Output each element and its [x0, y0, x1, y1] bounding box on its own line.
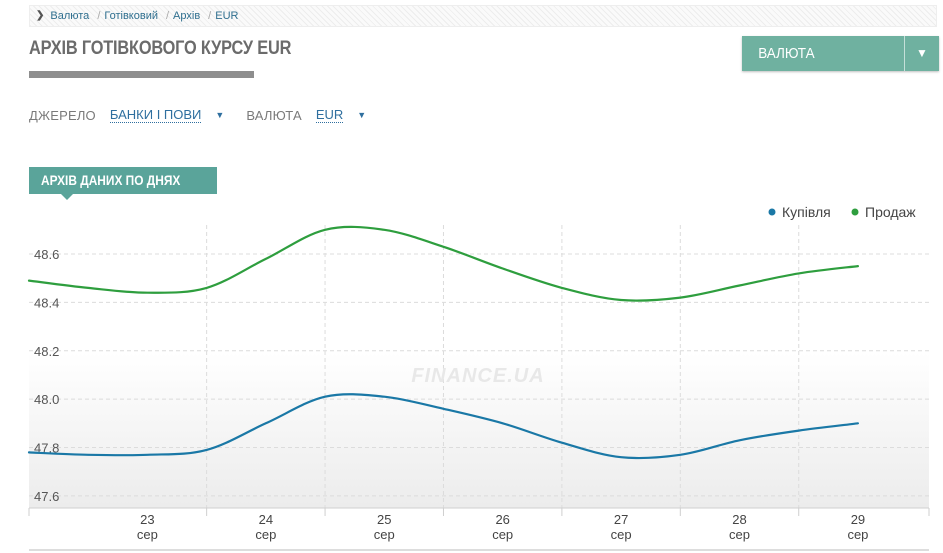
data-point-sell-14: [857, 265, 859, 267]
bottom-divider: [29, 549, 929, 551]
breadcrumb-item-cash[interactable]: Готівковий: [104, 10, 158, 22]
data-point-buy-2: [146, 454, 148, 456]
chevron-right-icon: ❯: [36, 10, 45, 21]
legend-marker-sell: [851, 208, 859, 216]
caret-down-icon[interactable]: ▼: [357, 110, 367, 120]
page-title: АРХІВ ГОТІВКОВОГО КУРСУ EUR: [29, 38, 292, 59]
x-tick-label-month-2: сер: [374, 527, 395, 542]
title-underline: [29, 71, 254, 78]
breadcrumb-item-currency[interactable]: Валюта: [50, 10, 90, 22]
y-tick-label-3: 48.2: [34, 344, 59, 359]
x-tick-label-month-0: сер: [137, 527, 158, 542]
chart-grid: [28, 225, 930, 516]
data-point-sell-13: [798, 272, 800, 274]
legend-label-sell: Продаж: [865, 204, 916, 220]
data-point-sell-7: [442, 246, 445, 248]
data-point-buy-0: [28, 451, 30, 453]
y-tick-label-2: 48.0: [34, 392, 59, 407]
data-point-sell-4: [265, 258, 267, 260]
data-point-buy-6: [383, 396, 385, 398]
legend-marker-buy: [768, 208, 776, 216]
data-point-sell-2: [146, 292, 148, 294]
currency-select[interactable]: EUR: [315, 107, 344, 123]
breadcrumb-separator: /: [208, 10, 212, 22]
y-tick-label-4: 48.4: [34, 295, 59, 310]
currency-dropdown-button[interactable]: ВАЛЮТА ▼: [742, 36, 939, 71]
data-point-buy-1: [87, 454, 89, 456]
x-tick-label-day-4: 27: [614, 512, 628, 527]
x-tick-label-day-2: 25: [377, 512, 391, 527]
rate-chart: Купівля Продаж FINANCE.UA 47.6 47.8 48.0 48…: [27, 204, 930, 542]
data-point-sell-6: [383, 229, 385, 231]
caret-down-icon[interactable]: ▼: [215, 110, 225, 120]
x-tick-label-month-1: сер: [255, 527, 276, 542]
legend-label-buy: Купівля: [782, 204, 831, 220]
source-label: ДЖЕРЕЛО: [29, 107, 96, 123]
breadcrumb: ❯ Валюта / Готівковий / Архів / EUR: [29, 5, 937, 27]
data-point-sell-0: [28, 280, 30, 282]
y-axis-ticks: 47.6 47.8 48.0 48.2 48.4 48.6: [34, 247, 59, 504]
chart-series: [27, 225, 859, 460]
data-point-sell-1: [87, 287, 89, 289]
data-point-sell-12: [738, 284, 741, 287]
data-point-buy-11: [679, 454, 681, 456]
filters-bar: ДЖЕРЕЛО БАНКИ І ПОВИ ▼ ВАЛЮТА EUR ▼: [29, 107, 388, 123]
data-point-buy-14: [857, 422, 859, 424]
currency-dropdown-label: ВАЛЮТА: [758, 45, 815, 62]
x-tick-label-day-5: 28: [732, 512, 746, 527]
chart-watermark: FINANCE.UA: [411, 365, 544, 387]
breadcrumb-item-eur[interactable]: EUR: [215, 10, 239, 22]
x-tick-label-month-5: сер: [729, 527, 750, 542]
section-tab-label: АРХІВ ДАНИХ ПО ДНЯХ: [41, 172, 181, 188]
y-tick-label-0: 47.6: [34, 489, 59, 504]
x-tick-label-month-6: сер: [847, 527, 868, 542]
data-point-sell-3: [206, 287, 208, 289]
data-point-buy-12: [738, 439, 741, 441]
chart-legend: Купівля Продаж: [768, 204, 916, 220]
data-point-sell-10: [620, 299, 622, 301]
source-select[interactable]: БАНКИ І ПОВИ: [109, 107, 202, 123]
y-tick-label-5: 48.6: [34, 247, 59, 262]
data-point-sell-5: [324, 229, 326, 231]
data-point-buy-8: [502, 422, 504, 424]
data-point-buy-4: [265, 422, 267, 424]
breadcrumb-separator: /: [97, 10, 101, 22]
x-tick-label-day-1: 24: [259, 512, 273, 527]
x-tick-label-day-6: 29: [851, 512, 865, 527]
x-tick-label-month-4: сер: [611, 527, 632, 542]
data-point-buy-5: [324, 396, 326, 398]
breadcrumb-separator: /: [165, 10, 170, 22]
plot-background: [29, 225, 929, 508]
data-point-buy-10: [620, 456, 622, 458]
data-point-buy-13: [798, 430, 800, 432]
currency-label: ВАЛЮТА: [246, 107, 302, 123]
data-point-sell-9: [561, 287, 563, 289]
data-point-buy-3: [206, 449, 208, 451]
breadcrumb-item-archive[interactable]: Архів: [173, 10, 201, 22]
caret-down-icon: ▼: [904, 36, 939, 71]
tab-pointer: [61, 194, 73, 200]
x-tick-label-day-3: 26: [495, 512, 509, 527]
data-point-sell-8: [502, 267, 504, 270]
data-point-buy-9: [561, 442, 563, 444]
x-tick-label-month-3: сер: [492, 527, 513, 542]
y-tick-label-1: 47.8: [34, 441, 59, 456]
data-point-buy-7: [442, 408, 445, 410]
x-tick-label-day-0: 23: [140, 512, 154, 527]
data-point-sell-11: [679, 297, 681, 299]
section-tab-daily-archive: АРХІВ ДАНИХ ПО ДНЯХ: [29, 167, 217, 200]
